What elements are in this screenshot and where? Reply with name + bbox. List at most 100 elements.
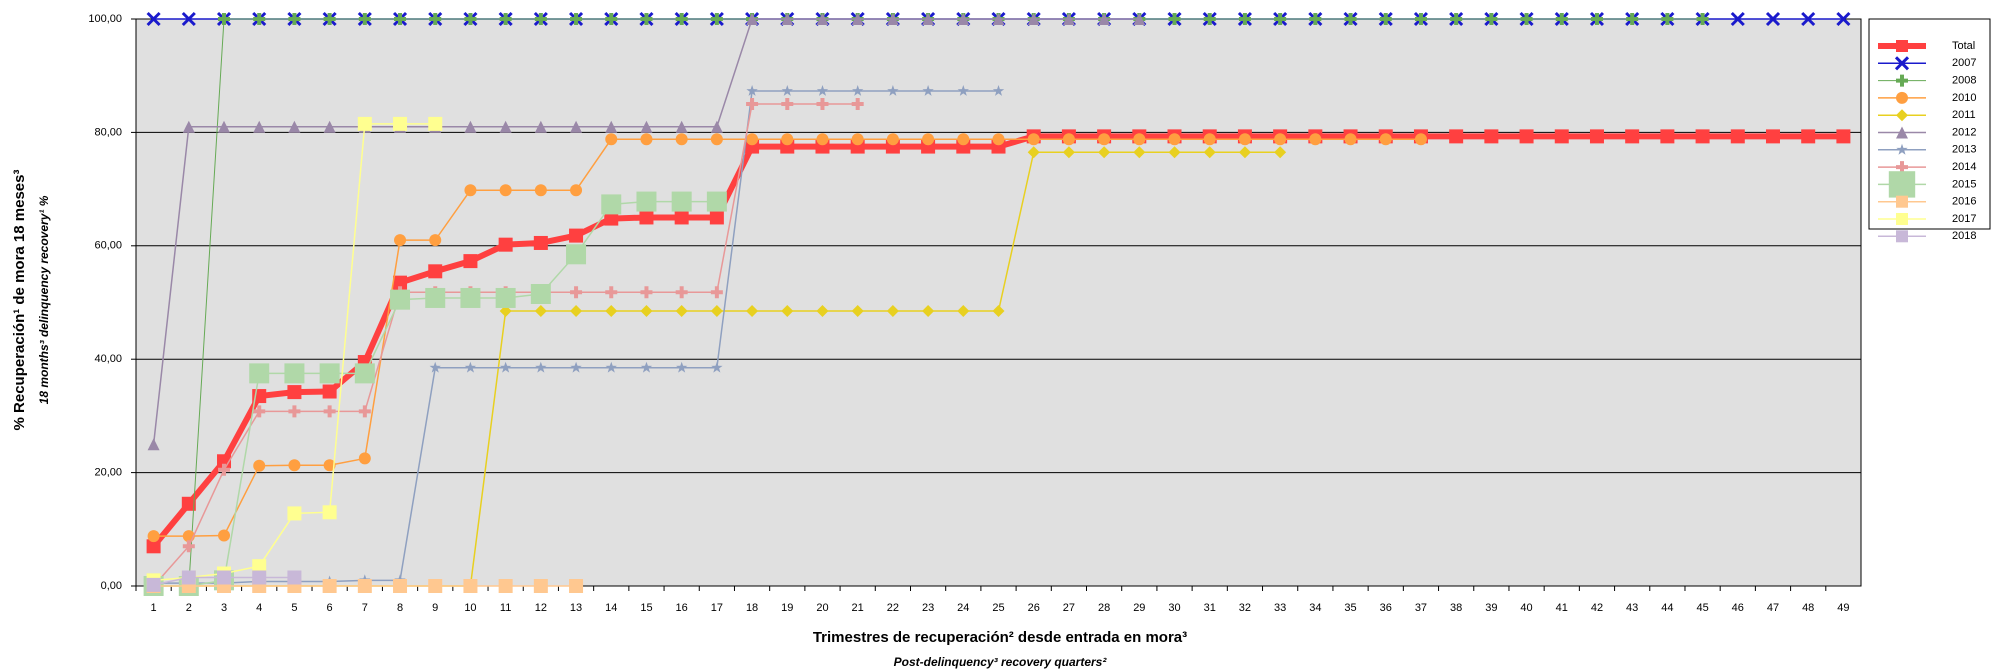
- x-tick-label: 22: [887, 602, 899, 614]
- legend-label: 2010: [1952, 92, 1976, 104]
- data-point: [357, 579, 372, 593]
- plot-area: [135, 18, 1862, 587]
- data-point: [1484, 129, 1499, 144]
- legend-marker: [1896, 230, 1908, 243]
- data-point: [569, 579, 584, 593]
- data-point: [1450, 13, 1463, 25]
- data-point: [570, 286, 583, 299]
- legend-label: 2018: [1952, 230, 1976, 242]
- data-point: [533, 579, 548, 593]
- x-tick-label: 6: [327, 602, 333, 614]
- data-point: [182, 120, 195, 133]
- y-axis-subtitle: 18 months³ delinquency recovery¹ %: [37, 195, 51, 404]
- data-point: [1238, 13, 1251, 25]
- data-point: [1590, 13, 1603, 25]
- data-point: [390, 289, 411, 310]
- x-tick-label: 36: [1380, 602, 1392, 614]
- data-point: [146, 11, 161, 27]
- legend-label: Total: [1952, 40, 1975, 52]
- x-tick-label: 11: [500, 602, 511, 614]
- data-point: [284, 363, 305, 384]
- data-point: [570, 361, 582, 373]
- data-point: [1062, 13, 1075, 25]
- data-point: [957, 85, 969, 96]
- data-point: [1485, 13, 1498, 25]
- x-tick-label: 49: [1837, 602, 1849, 614]
- x-tick-label: 7: [362, 602, 368, 614]
- x-tick-label: 9: [432, 602, 438, 614]
- data-point: [498, 237, 513, 252]
- x-tick-label: 30: [1168, 602, 1180, 614]
- data-point: [816, 305, 829, 318]
- data-point: [922, 85, 934, 96]
- data-point: [358, 405, 371, 418]
- x-tick-label: 2: [186, 602, 192, 614]
- data-point: [886, 305, 899, 318]
- data-point: [1801, 11, 1816, 27]
- data-point: [570, 305, 583, 318]
- legend-label: 2012: [1952, 126, 1976, 138]
- data-point: [460, 287, 481, 308]
- data-point: [676, 361, 688, 373]
- data-point: [428, 264, 443, 279]
- data-point: [428, 579, 443, 593]
- data-point: [323, 120, 336, 133]
- data-point: [499, 305, 512, 318]
- x-axis-subtitle: Post-delinquency³ recovery quarters²: [894, 655, 1108, 669]
- data-point: [1801, 129, 1816, 144]
- x-axis-title: Trimestres de recuperación² desde entrad…: [813, 629, 1187, 646]
- data-point: [1625, 129, 1640, 144]
- data-point: [636, 191, 657, 212]
- data-point: [534, 184, 547, 197]
- data-point: [1414, 133, 1427, 146]
- x-tick-label: 10: [464, 602, 476, 614]
- data-point: [1027, 146, 1040, 159]
- data-point: [534, 305, 547, 318]
- legend-label: 2015: [1952, 178, 1976, 190]
- data-point: [1203, 13, 1216, 25]
- x-tick-label: 47: [1767, 602, 1779, 614]
- data-point: [287, 506, 302, 521]
- data-point: [605, 13, 618, 25]
- x-tick-label: 5: [291, 602, 297, 614]
- data-point: [218, 529, 231, 542]
- x-tick-label: 8: [397, 602, 403, 614]
- data-point: [1661, 13, 1674, 25]
- data-point: [992, 305, 1005, 318]
- x-tick-label: 32: [1239, 602, 1251, 614]
- data-point: [922, 305, 935, 318]
- legend-marker: [1896, 126, 1908, 139]
- data-point: [605, 361, 617, 373]
- data-point: [288, 13, 301, 25]
- x-tick-label: 34: [1309, 602, 1321, 614]
- data-point: [1274, 13, 1287, 25]
- data-point: [1168, 146, 1181, 159]
- data-point: [319, 363, 340, 384]
- x-tick-label: 29: [1133, 602, 1145, 614]
- data-point: [1344, 13, 1357, 25]
- data-point: [1098, 133, 1111, 146]
- data-point: [429, 361, 441, 373]
- data-point: [566, 244, 587, 265]
- data-point: [605, 305, 618, 318]
- data-point: [428, 116, 443, 131]
- data-point: [252, 570, 267, 585]
- data-point: [605, 286, 618, 299]
- data-point: [534, 120, 547, 133]
- legend-marker: [1896, 109, 1908, 122]
- data-point: [1168, 13, 1181, 25]
- data-point: [535, 361, 547, 373]
- data-point: [851, 13, 864, 25]
- x-tick-label: 24: [957, 602, 969, 614]
- x-tick-label: 38: [1450, 602, 1462, 614]
- data-point: [781, 98, 794, 111]
- y-tick-label: 0,00: [101, 580, 122, 592]
- data-point: [1379, 133, 1392, 146]
- data-point: [1027, 13, 1040, 25]
- data-point: [1238, 146, 1251, 159]
- y-tick-label: 20,00: [94, 467, 122, 479]
- legend-label: 2008: [1952, 75, 1976, 87]
- data-point: [922, 133, 935, 146]
- data-point: [781, 133, 794, 146]
- data-point: [394, 234, 407, 247]
